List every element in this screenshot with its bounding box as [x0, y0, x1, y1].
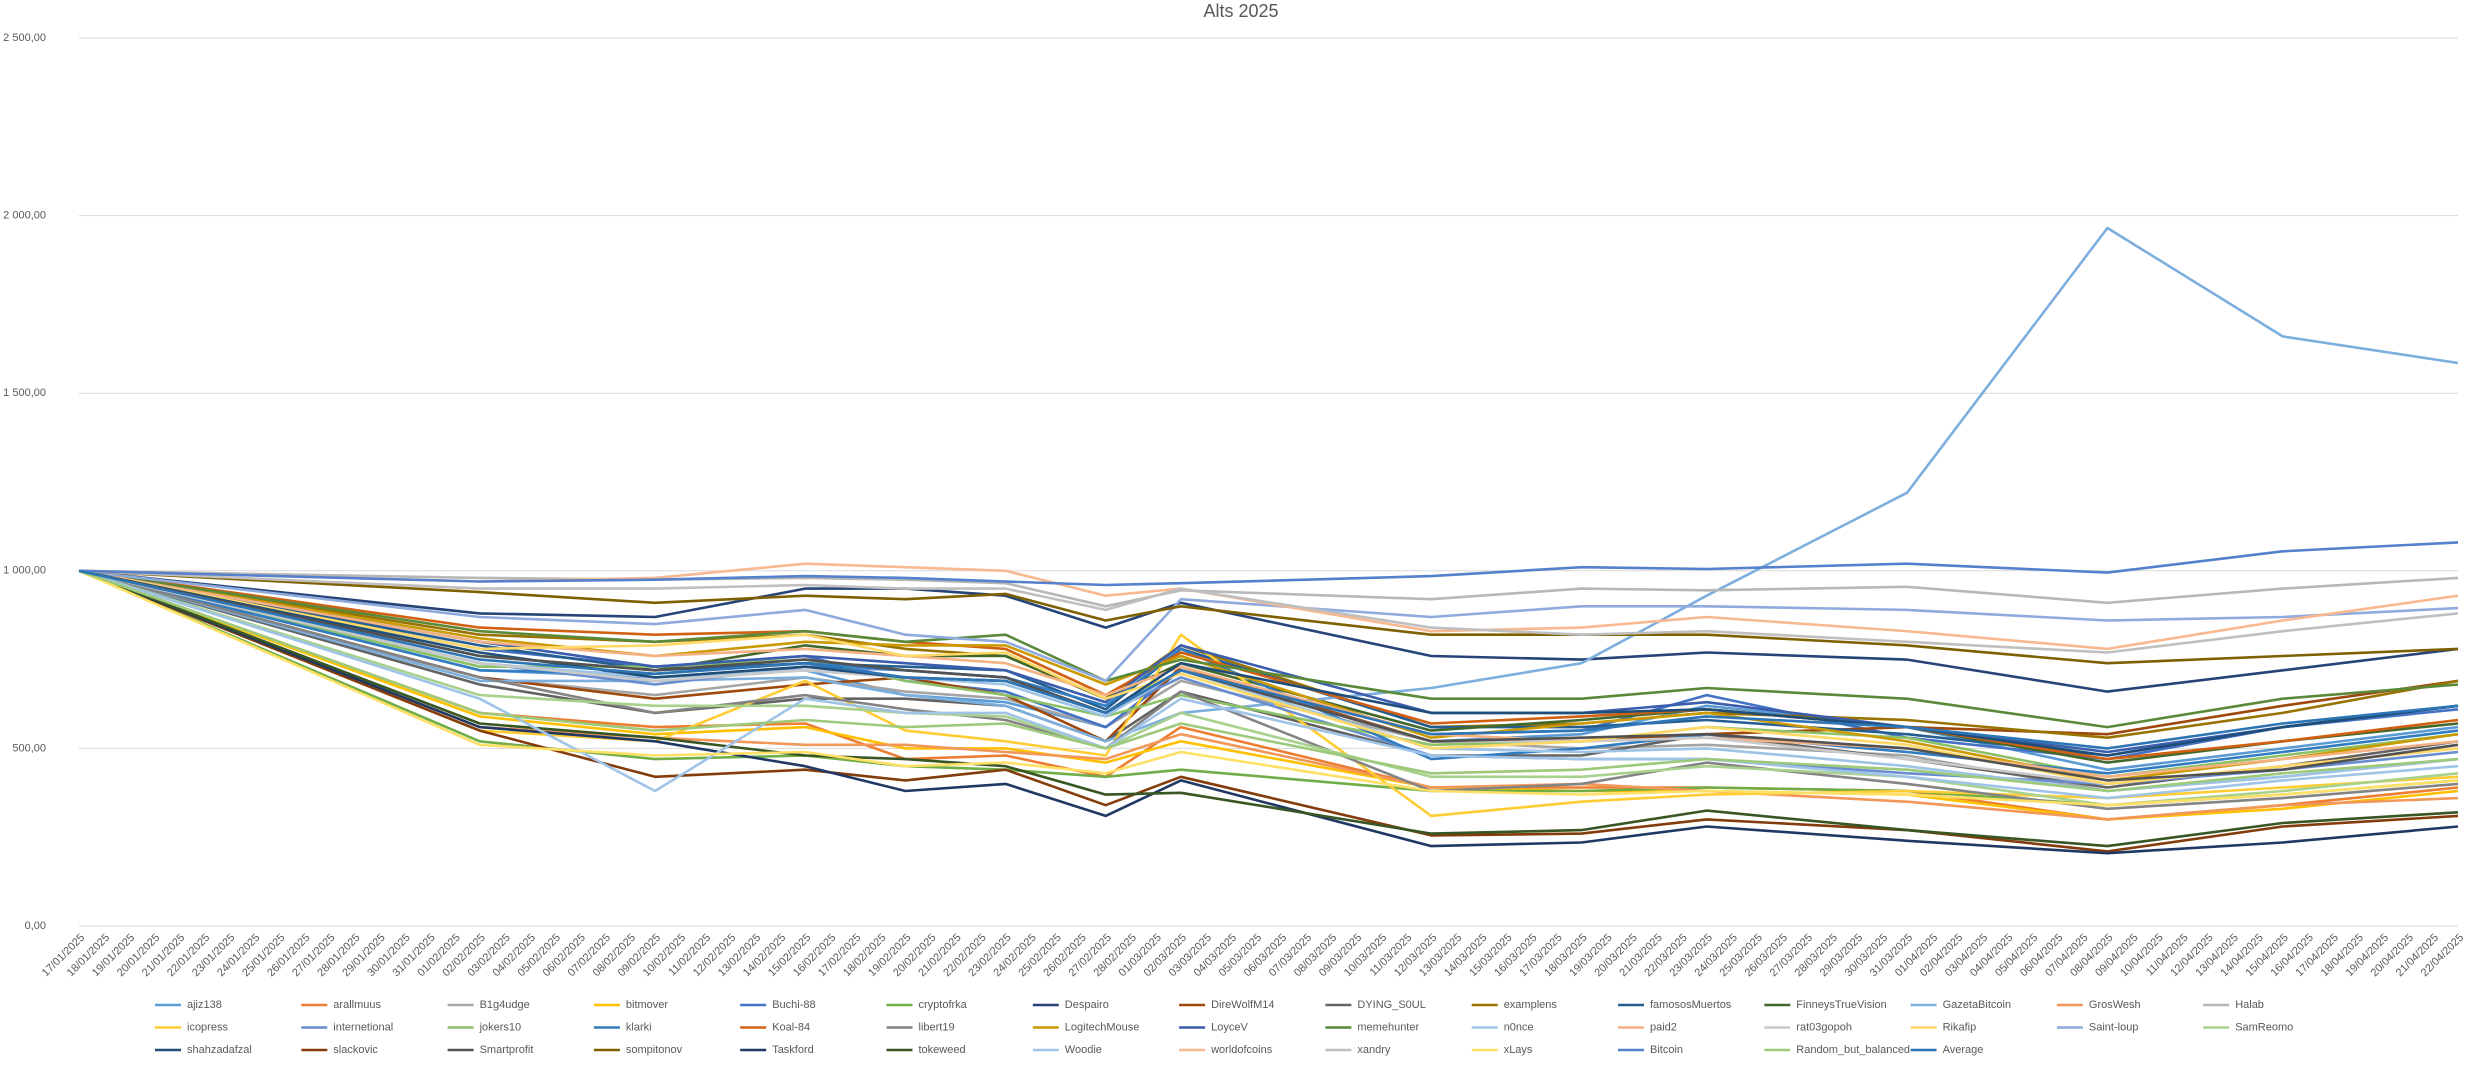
- y-tick-label: 2 000,00: [3, 210, 46, 222]
- series-line: [78, 569, 2459, 683]
- legend-label: GrosWesh: [2089, 999, 2141, 1011]
- legend-label: B1g4udge: [480, 999, 530, 1011]
- series-line: [78, 569, 2459, 757]
- legend-label: internetional: [333, 1021, 393, 1033]
- legend-label: Saint-loup: [2089, 1021, 2139, 1033]
- legend-label: tokeweed: [919, 1044, 966, 1056]
- legend-label: slackovic: [333, 1044, 378, 1056]
- legend-label: ajiz138: [187, 999, 222, 1011]
- legend-label: sompitonov: [626, 1044, 683, 1056]
- series-line: [78, 569, 2459, 807]
- series-line: [78, 569, 2459, 654]
- series-line: [78, 569, 2459, 848]
- series-line: [78, 569, 2459, 779]
- legend-label: Buchi-88: [772, 999, 815, 1011]
- legend-label: Despairo: [1065, 999, 1109, 1011]
- y-tick-label: 1 500,00: [3, 387, 46, 399]
- series-line: [78, 569, 2459, 754]
- series-line: [78, 569, 2459, 665]
- series-line: [78, 569, 2459, 750]
- y-tick-label: 2 500,00: [3, 32, 46, 44]
- y-tick-label: 1 000,00: [3, 565, 46, 577]
- legend-label: examplens: [1504, 999, 1558, 1011]
- legend-label: paid2: [1650, 1021, 1677, 1033]
- series-line: [78, 569, 2459, 693]
- series-line: [78, 569, 2459, 807]
- legend-label: DireWolfM14: [1211, 999, 1274, 1011]
- legend-label: LogitechMouse: [1065, 1021, 1140, 1033]
- legend-label: Rikafip: [1943, 1021, 1977, 1033]
- legend-label: DYING_S0UL: [1357, 999, 1425, 1011]
- legend-label: Woodie: [1065, 1044, 1102, 1056]
- legend-label: icopress: [187, 1021, 228, 1033]
- legend-label: libert19: [919, 1021, 955, 1033]
- y-tick-label: 500,00: [12, 742, 46, 754]
- legend-label: Average: [1943, 1044, 1984, 1056]
- legend-label: Bitcoin: [1650, 1044, 1683, 1056]
- legend-label: GazetaBitcoin: [1943, 999, 2011, 1011]
- series-line: [78, 569, 2459, 761]
- legend-label: memehunter: [1357, 1021, 1419, 1033]
- series-line: [78, 569, 2459, 729]
- legend-label: Taskford: [772, 1044, 814, 1056]
- legend-label: Halab: [2235, 999, 2264, 1011]
- series-line: [78, 569, 2459, 821]
- legend-label: klarki: [626, 1021, 652, 1033]
- series-line: [78, 569, 2459, 800]
- legend-label: FinneysTrueVision: [1796, 999, 1887, 1011]
- legend-label: jokers10: [479, 1021, 522, 1033]
- legend-label: LoyceV: [1211, 1021, 1248, 1033]
- legend-label: famososMuertos: [1650, 999, 1732, 1011]
- legend-label: worldofcoins: [1210, 1044, 1273, 1056]
- series-line: [78, 569, 2459, 855]
- legend-label: bitmover: [626, 999, 669, 1011]
- legend-label: shahzadafzal: [187, 1044, 252, 1056]
- legend-label: arallmuus: [333, 999, 381, 1011]
- y-tick-label: 0,00: [25, 920, 46, 932]
- legend-label: n0nce: [1504, 1021, 1534, 1033]
- legend-label: xLays: [1504, 1044, 1533, 1056]
- series-line: [78, 541, 2459, 587]
- series-line: [78, 569, 2459, 793]
- legend-label: xandry: [1357, 1044, 1391, 1056]
- legend-label: rat03gopoh: [1796, 1021, 1852, 1033]
- legend-label: cryptofrka: [919, 999, 968, 1011]
- chart-title: Alts 2025: [1203, 1, 1278, 21]
- legend-label: Koal-84: [772, 1021, 810, 1033]
- series-line: [78, 569, 2459, 821]
- legend-label: Smartprofit: [480, 1044, 534, 1056]
- legend-label: SamReomo: [2235, 1021, 2293, 1033]
- series-line: [78, 569, 2459, 853]
- legend-label: Random_but_balanced: [1796, 1044, 1910, 1056]
